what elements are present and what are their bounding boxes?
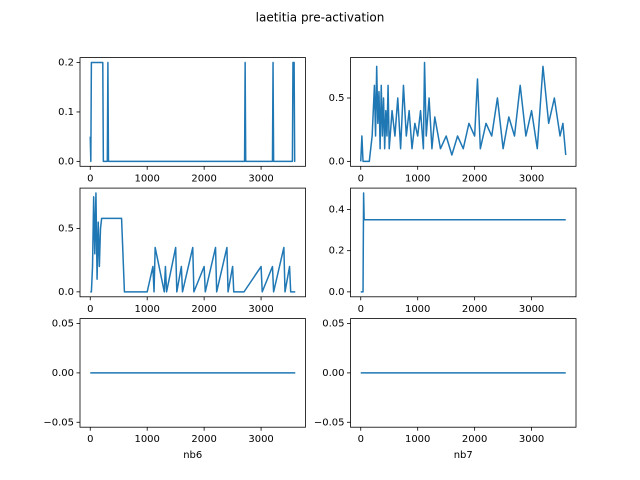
y-tick-label: 0.05 bbox=[322, 319, 344, 330]
x-tick-label: 1000 bbox=[405, 434, 430, 445]
x-tick-label: 0 bbox=[358, 173, 364, 184]
x-tick-label: 0 bbox=[87, 434, 93, 445]
x-tick-label: 0 bbox=[358, 434, 364, 445]
x-tick-label: 2000 bbox=[191, 304, 216, 315]
x-axis-label: nb7 bbox=[454, 450, 473, 461]
x-tick-label: 3000 bbox=[248, 434, 273, 445]
x-tick-label: 0 bbox=[87, 173, 93, 184]
axes-frame bbox=[350, 318, 577, 428]
x-tick-label: 2000 bbox=[462, 173, 487, 184]
x-tick-label: 0 bbox=[87, 304, 93, 315]
axes-frame bbox=[79, 318, 306, 428]
x-tick-label: 2000 bbox=[191, 173, 216, 184]
data-line bbox=[360, 61, 567, 163]
data-line bbox=[89, 61, 296, 163]
y-tick-label: 0.4 bbox=[329, 205, 345, 216]
x-tick-label: 1000 bbox=[405, 304, 430, 315]
y-tick-label: 0.0 bbox=[58, 287, 74, 298]
y-tick-label: 0.00 bbox=[322, 368, 344, 379]
y-tick-label: 0.2 bbox=[329, 246, 345, 257]
x-tick-label: 2000 bbox=[191, 434, 216, 445]
x-tick-label: 0 bbox=[358, 304, 364, 315]
axes-frame bbox=[79, 187, 306, 298]
y-tick-label: 0.0 bbox=[329, 287, 345, 298]
y-tick-label: 0.0 bbox=[329, 156, 345, 167]
y-tick-label: 0.2 bbox=[58, 58, 74, 69]
y-tick-label: 0.05 bbox=[52, 319, 74, 330]
x-tick-label: 1000 bbox=[134, 304, 159, 315]
data-line bbox=[90, 192, 296, 293]
x-tick-label: 1000 bbox=[405, 173, 430, 184]
y-tick-label: −0.05 bbox=[314, 417, 345, 428]
x-tick-label: 1000 bbox=[134, 434, 159, 445]
y-tick-label: 0.00 bbox=[52, 368, 74, 379]
x-tick-label: 3000 bbox=[519, 304, 544, 315]
x-axis-label: nb6 bbox=[183, 450, 202, 461]
x-tick-label: 3000 bbox=[519, 434, 544, 445]
axes-frame bbox=[79, 57, 306, 167]
x-tick-label: 2000 bbox=[462, 304, 487, 315]
y-tick-label: −0.05 bbox=[43, 417, 74, 428]
x-tick-label: 3000 bbox=[519, 173, 544, 184]
y-tick-label: 0.1 bbox=[58, 107, 74, 118]
y-tick-label: 0.5 bbox=[58, 224, 74, 235]
figure-title: laetitia pre-activation bbox=[256, 11, 385, 25]
x-tick-label: 2000 bbox=[462, 434, 487, 445]
data-line bbox=[360, 192, 566, 293]
x-tick-label: 3000 bbox=[248, 173, 273, 184]
y-tick-label: 0.5 bbox=[329, 93, 345, 104]
axes-frame bbox=[350, 187, 577, 298]
y-tick-label: 0.0 bbox=[58, 156, 74, 167]
x-tick-label: 1000 bbox=[134, 173, 159, 184]
axes-frame bbox=[350, 57, 577, 167]
x-tick-label: 3000 bbox=[248, 304, 273, 315]
